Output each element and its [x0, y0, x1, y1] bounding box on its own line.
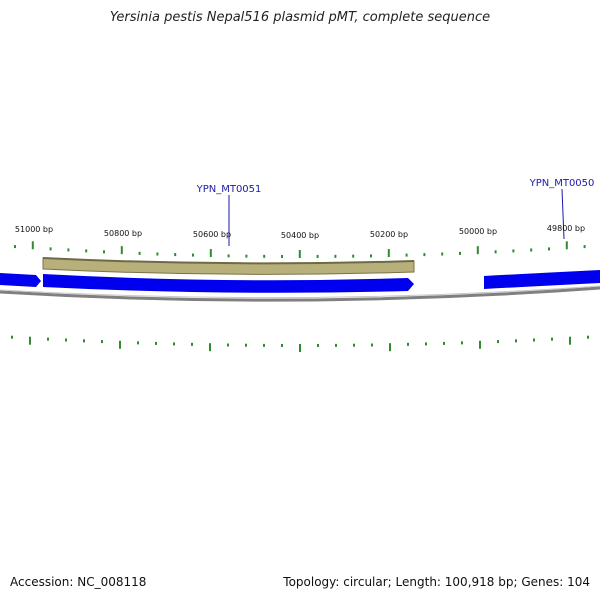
- cds-arrow-ypn-mt0051: [43, 274, 414, 293]
- sequence-backbone: [0, 286, 600, 302]
- map-title: Yersinia pestis Nepal516 plasmid pMT, co…: [109, 10, 491, 25]
- gene-label-ypn-mt0050: YPN_MT0050: [529, 178, 595, 189]
- tick-label-50000: 50000 bp: [459, 227, 497, 236]
- tick-label-50800: 50800 bp: [104, 229, 142, 238]
- tick-label-49800: 49800 bp: [547, 224, 585, 233]
- accession-text: Accession: NC_008118: [10, 575, 147, 589]
- tick-label-51000: 51000 bp: [15, 225, 53, 234]
- outer-tick-marks: [14, 241, 586, 258]
- gene-label-line-ypn-mt0050: [561, 188, 565, 240]
- cds-arrow-right: [484, 270, 600, 289]
- tick-label-50400: 50400 bp: [281, 231, 319, 240]
- summary-text: Topology: circular; Length: 100,918 bp; …: [283, 575, 590, 589]
- gene-label-ypn-mt0051: YPN_MT0051: [196, 184, 262, 195]
- tick-label-50200: 50200 bp: [370, 230, 408, 239]
- gene-band-top-edge: [42, 257, 415, 265]
- tick-label-50600: 50600 bp: [193, 230, 231, 239]
- inner-tick-marks: [11, 335, 589, 352]
- cds-arrow-left: [0, 273, 41, 287]
- sequence-backbone-highlight: [0, 285, 600, 299]
